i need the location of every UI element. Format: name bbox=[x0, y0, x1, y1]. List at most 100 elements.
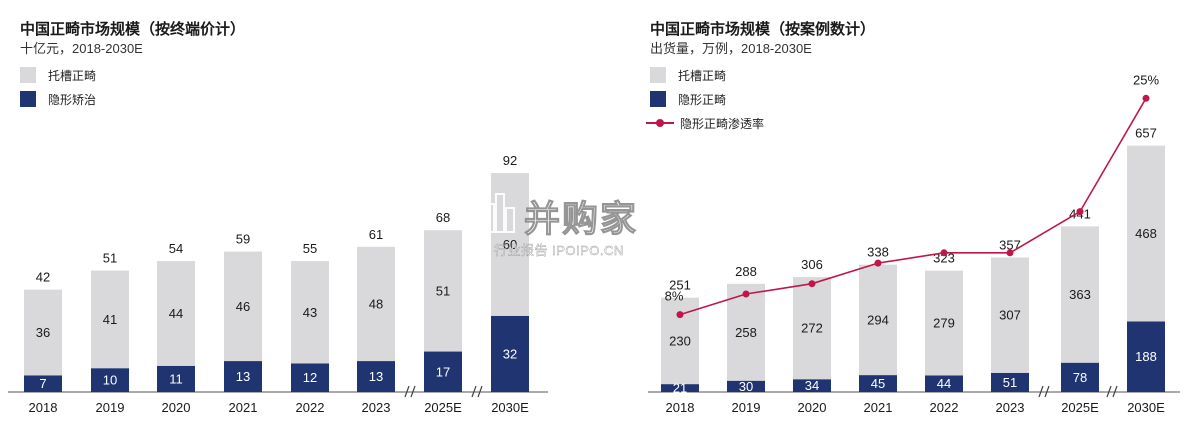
data-label: 51 bbox=[436, 283, 450, 298]
bar-segment-invisible bbox=[357, 361, 395, 392]
x-tick-label: 2030E bbox=[1127, 400, 1165, 415]
penetration-point bbox=[742, 290, 750, 298]
watermark-brand: 并购家 bbox=[523, 198, 639, 240]
chart-title: 中国正畸市场规模（按终端价计） bbox=[20, 21, 246, 38]
legend-label: 托槽正畸 bbox=[678, 68, 727, 83]
bar-segment-bracket bbox=[157, 261, 195, 366]
penetration-point bbox=[874, 259, 882, 267]
bar-segment-invisible bbox=[424, 351, 462, 392]
bar-segment-bracket bbox=[91, 270, 129, 369]
data-label: 258 bbox=[735, 325, 757, 340]
bar-segment-invisible bbox=[91, 368, 129, 392]
bar-segment-invisible bbox=[925, 375, 963, 392]
data-label: 48 bbox=[369, 296, 383, 311]
legend-label: 隐形矫治 bbox=[48, 92, 97, 107]
data-label: 188 bbox=[1135, 349, 1157, 364]
data-label: 272 bbox=[801, 321, 823, 336]
x-tick-label: 2019 bbox=[96, 400, 125, 415]
total-label: 251 bbox=[669, 278, 691, 293]
bar-segment-bracket bbox=[1061, 226, 1099, 363]
bar-segment-bracket bbox=[357, 246, 395, 362]
total-label: 657 bbox=[1135, 126, 1157, 141]
total-label: 288 bbox=[735, 264, 757, 279]
data-label: 230 bbox=[669, 333, 691, 348]
x-tick-label: 2022 bbox=[296, 400, 325, 415]
penetration-point bbox=[1142, 94, 1150, 102]
bar-segment-bracket bbox=[291, 261, 329, 364]
chart-subtitle: 出货量，万例，2018-2030E bbox=[650, 41, 812, 56]
bar-segment-invisible bbox=[224, 361, 262, 392]
total-label: 61 bbox=[369, 227, 383, 242]
bar-segment-invisible bbox=[661, 384, 699, 392]
market-size-by-value-panel: 中国正畸市场规模（按终端价计） 十亿元，2018-2030E 托槽正畸 隐形矫治… bbox=[0, 0, 560, 439]
data-label: 44 bbox=[169, 306, 183, 321]
line-swatch bbox=[646, 115, 674, 131]
x-tick-label: 2021 bbox=[229, 400, 258, 415]
bar-segment-invisible bbox=[859, 375, 897, 392]
data-label: 468 bbox=[1135, 226, 1157, 241]
axis-break-mark bbox=[471, 385, 477, 398]
legend-label: 托槽正畸 bbox=[48, 68, 97, 83]
total-label: 92 bbox=[503, 153, 517, 168]
watermark: 并购家 行业报告 IPOIPO.CN bbox=[484, 186, 704, 266]
bar-segment-invisible bbox=[1127, 321, 1165, 392]
building-logo-icon bbox=[485, 193, 515, 233]
bar-segment-invisible bbox=[291, 363, 329, 392]
data-label: 32 bbox=[503, 346, 517, 361]
data-label: 46 bbox=[236, 299, 250, 314]
total-label: 51 bbox=[103, 251, 117, 266]
bar-segment-invisible bbox=[1061, 362, 1099, 392]
gray-swatch bbox=[20, 67, 36, 83]
x-tick-label: 2022 bbox=[930, 400, 959, 415]
data-label: 10 bbox=[103, 373, 117, 388]
total-label: 42 bbox=[36, 270, 50, 285]
x-tick-label: 2021 bbox=[864, 400, 893, 415]
legend-item-bracket: 托槽正畸 bbox=[20, 64, 96, 86]
total-label: 55 bbox=[303, 241, 317, 256]
bar-segment-bracket bbox=[1127, 145, 1165, 322]
x-tick-label: 2023 bbox=[996, 400, 1025, 415]
data-label: 13 bbox=[369, 369, 383, 384]
axis-break-mark bbox=[404, 385, 410, 398]
data-label: 45 bbox=[871, 376, 885, 391]
bar-segment-bracket bbox=[793, 277, 831, 380]
data-label: 60 bbox=[503, 237, 517, 252]
bar-segment-bracket bbox=[491, 173, 529, 316]
x-tick-label: 2018 bbox=[666, 400, 695, 415]
bar-segment-bracket bbox=[991, 257, 1029, 373]
penetration-label: 8% bbox=[665, 289, 684, 304]
bar-segment-bracket bbox=[925, 270, 963, 376]
axis-break-mark bbox=[1112, 385, 1118, 398]
penetration-line bbox=[679, 97, 1147, 316]
total-label: 338 bbox=[867, 245, 889, 260]
data-label: 36 bbox=[36, 325, 50, 340]
market-size-by-cases-panel: 中国正畸市场规模（按案例数计） 出货量，万例，2018-2030E 托槽正畸 隐… bbox=[620, 0, 1188, 439]
x-tick-label: 2025E bbox=[1061, 400, 1099, 415]
axis-break-mark bbox=[1038, 385, 1044, 398]
data-label: 34 bbox=[805, 378, 819, 393]
legend: 托槽正畸 隐形正畸 隐形正畸渗透率 bbox=[646, 64, 764, 136]
axis-break-mark bbox=[1044, 385, 1050, 398]
data-label: 12 bbox=[303, 370, 317, 385]
penetration-label: 25% bbox=[1133, 72, 1159, 87]
total-label: 68 bbox=[436, 210, 450, 225]
data-label: 21 bbox=[673, 381, 687, 396]
stacked-bar-line-chart-cases: 21 230 251 2018 30 258 288 2019 34 272 306 2020 45 29… bbox=[648, 72, 1180, 415]
bar-segment-bracket bbox=[224, 251, 262, 362]
x-tick-label: 2023 bbox=[362, 400, 391, 415]
data-label: 11 bbox=[169, 371, 183, 386]
data-label: 17 bbox=[436, 364, 450, 379]
bar-segment-invisible bbox=[491, 315, 529, 392]
axis-break-mark bbox=[477, 385, 483, 398]
legend-item-penetration: 隐形正畸渗透率 bbox=[646, 112, 764, 134]
bar-segment-bracket bbox=[24, 289, 62, 376]
x-tick-label: 2020 bbox=[798, 400, 827, 415]
legend-label: 隐形正畸 bbox=[678, 92, 727, 107]
total-label: 54 bbox=[169, 241, 183, 256]
gray-swatch bbox=[650, 67, 666, 83]
navy-swatch bbox=[650, 91, 666, 107]
navy-swatch bbox=[20, 91, 36, 107]
penetration-point bbox=[808, 280, 816, 288]
data-label: 43 bbox=[303, 305, 317, 320]
legend-label: 隐形正畸渗透率 bbox=[680, 116, 765, 131]
